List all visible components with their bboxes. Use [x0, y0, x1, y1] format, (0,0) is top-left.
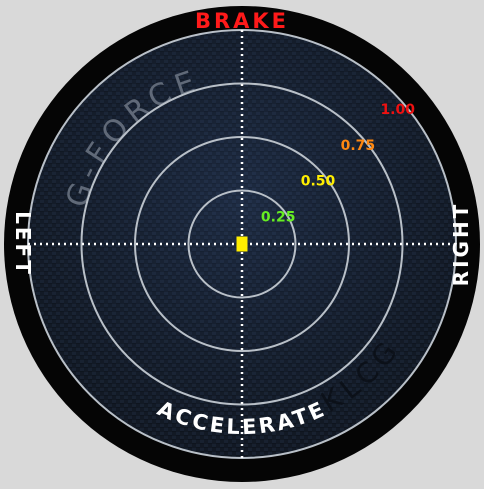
brake-label-text: BRAKE — [195, 9, 289, 33]
scale-label-1-00: 1.00 — [380, 102, 415, 118]
scale-label-0-50: 0.50 — [301, 174, 336, 190]
scale-label-0-25: 0.25 — [261, 209, 296, 225]
ring-0-75 — [80, 82, 404, 406]
ring-0-50 — [134, 136, 350, 352]
scale-labels: 0.25 0.50 0.75 1.00 — [261, 102, 415, 225]
right-label: RIGHT — [449, 202, 473, 287]
ring-0-25 — [187, 189, 297, 299]
scale-label-0-75: 0.75 — [341, 138, 376, 154]
left-label: LEFT — [11, 211, 35, 277]
g-rings — [27, 29, 457, 459]
g-force-marker — [236, 236, 248, 252]
